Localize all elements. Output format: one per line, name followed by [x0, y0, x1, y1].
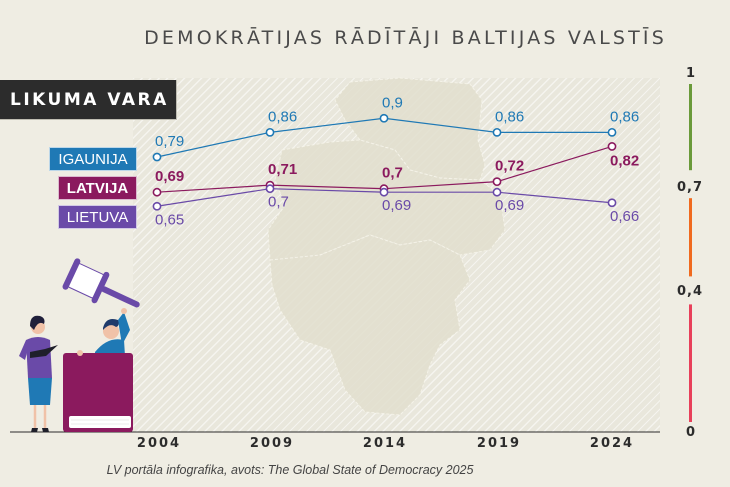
scale-label-0-4: 0,4	[677, 284, 704, 299]
data-point-lietuva-2004	[152, 201, 162, 211]
data-point-latvija-2024	[607, 142, 617, 151]
data-label-igaunija-2019: 0,86	[495, 108, 524, 125]
data-label-latvija-2009: 0,71	[268, 161, 297, 178]
scale-label-0-7: 0,7	[677, 180, 704, 195]
data-label-lietuva-2024: 0,66	[610, 208, 639, 225]
data-point-igaunija-2019	[492, 127, 502, 137]
data-label-igaunija-2009: 0,86	[268, 108, 297, 125]
data-label-lietuva-2014: 0,69	[382, 197, 411, 214]
data-label-lietuva-2009: 0,7	[268, 194, 289, 211]
legend-lietuva: LIETUVA	[58, 205, 137, 229]
series-layer: 0,79 0,86 0,9 0,86 0,86 0,69 0,71 0,7 0,72 0,82 0,…	[152, 94, 639, 228]
data-label-igaunija-2024: 0,86	[610, 108, 639, 125]
data-label-latvija-2004: 0,69	[155, 168, 184, 185]
x-tick-2019: 2019	[476, 436, 522, 451]
x-tick-2004: 2004	[136, 436, 182, 451]
legend-igaunija: IGAUNIJA	[49, 147, 137, 171]
scale-label-0: 0	[686, 425, 697, 440]
data-point-igaunija-2004	[152, 152, 162, 162]
source-caption: LV portāla infografika, avots: The Globa…	[106, 463, 474, 477]
gavel-icon	[62, 258, 140, 308]
data-point-lietuva-2024	[607, 198, 617, 208]
data-point-lietuva-2014	[379, 187, 389, 197]
data-label-lietuva-2019: 0,69	[495, 197, 524, 214]
data-label-latvija-2014: 0,7	[382, 165, 403, 182]
scale-bars	[689, 84, 692, 422]
scale-label-1: 1	[686, 66, 697, 81]
legend-latvija: LATVIJA	[58, 176, 137, 200]
data-label-lietuva-2004: 0,65	[155, 211, 184, 228]
data-label-igaunija-2014: 0,9	[382, 94, 403, 111]
judge-illustration	[19, 258, 140, 432]
scale-band-2	[689, 304, 692, 422]
data-point-igaunija-2014	[379, 113, 389, 123]
x-tick-2014: 2014	[362, 436, 408, 451]
x-tick-2009: 2009	[249, 436, 295, 451]
data-label-latvija-2019: 0,72	[495, 158, 524, 175]
data-point-igaunija-2009	[265, 127, 275, 137]
data-label-latvija-2024: 0,82	[610, 152, 639, 169]
data-point-lietuva-2019	[492, 187, 502, 197]
x-tick-2024: 2024	[589, 436, 635, 451]
data-point-latvija-2019	[492, 177, 502, 187]
chart-title: DEMOKRĀTIJAS RĀDĪTĀJI BALTIJAS VALSTĪS	[144, 27, 667, 49]
data-point-igaunija-2024	[607, 127, 617, 137]
scale-band-0	[689, 84, 692, 171]
data-label-igaunija-2004: 0,79	[155, 133, 184, 150]
data-point-latvija-2004	[152, 187, 162, 197]
data-point-lietuva-2009	[265, 184, 275, 194]
baltic-map-silhouette	[267, 77, 506, 416]
section-badge: LIKUMA VARA	[0, 80, 177, 120]
scale-band-1	[689, 198, 692, 277]
